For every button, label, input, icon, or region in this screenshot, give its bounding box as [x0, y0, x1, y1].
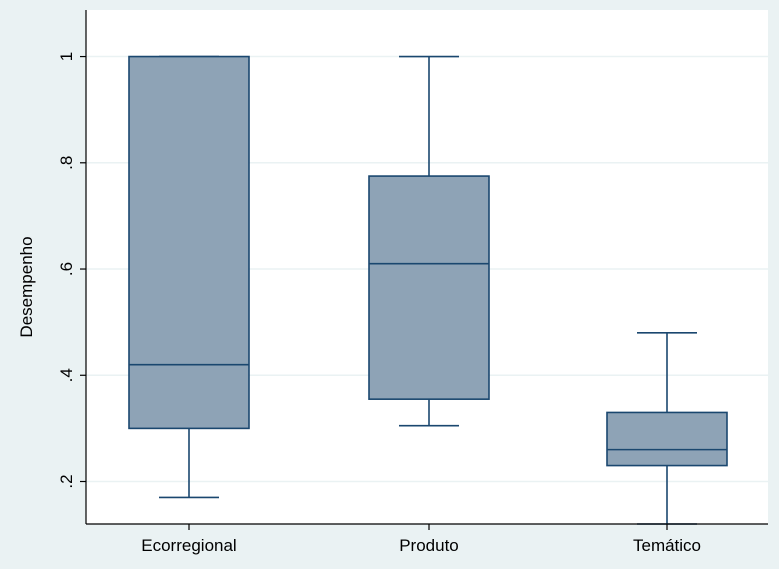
- box-ecorregional: [128, 55, 250, 499]
- y-axis-label: Desempenho: [17, 236, 36, 337]
- box-produto: [368, 55, 490, 427]
- y-tick-label: .8: [57, 156, 76, 170]
- x-tick-label: Ecorregional: [141, 536, 236, 555]
- iqr-box: [606, 411, 728, 467]
- axes: .2 .4 .6 .8 1 Ecorregional Produto Temático: [57, 10, 768, 555]
- y-tick-label: .2: [57, 474, 76, 488]
- x-tick-label: Produto: [399, 536, 459, 555]
- boxes: [128, 55, 728, 525]
- y-tick-label: .4: [57, 368, 76, 382]
- y-tick-label: 1: [57, 52, 76, 61]
- box-tematico: [606, 331, 728, 525]
- x-tick-label: Temático: [633, 536, 701, 555]
- iqr-box: [368, 175, 490, 400]
- iqr-box: [128, 55, 250, 430]
- y-tick-label: .6: [57, 262, 76, 276]
